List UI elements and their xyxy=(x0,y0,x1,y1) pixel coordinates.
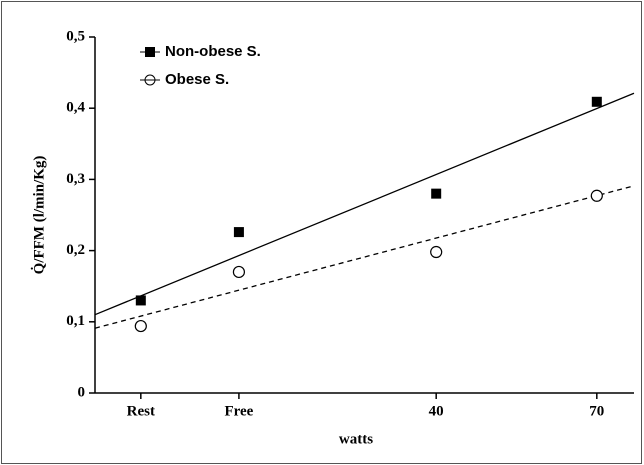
marker xyxy=(431,188,442,199)
y-tick-label: 0,5 xyxy=(66,28,85,44)
x-tick-label: 70 xyxy=(589,403,604,419)
legend-label: Non-obese S. xyxy=(165,43,261,60)
marker xyxy=(135,295,146,306)
marker xyxy=(134,319,147,333)
x-tick-label: Rest xyxy=(127,403,155,419)
x-tick-label: Free xyxy=(224,403,253,419)
marker xyxy=(591,96,602,107)
y-axis-label: Q̇/FFM (l/min/Kg) xyxy=(30,156,48,275)
x-tick-label: 40 xyxy=(429,403,444,419)
x-axis-label: watts xyxy=(339,431,373,447)
y-tick-label: 0,1 xyxy=(66,313,85,329)
trend-line xyxy=(94,185,635,329)
marker xyxy=(233,227,244,238)
legend-label: Obese S. xyxy=(165,71,229,88)
y-tick-label: 0,4 xyxy=(66,100,85,116)
marker xyxy=(430,245,443,259)
marker xyxy=(590,189,603,202)
marker xyxy=(232,265,246,279)
trend-line xyxy=(94,92,635,316)
y-tick-label: 0,3 xyxy=(66,171,85,187)
y-tick-label: 0,2 xyxy=(66,242,85,258)
y-tick-label: 0 xyxy=(78,384,86,400)
